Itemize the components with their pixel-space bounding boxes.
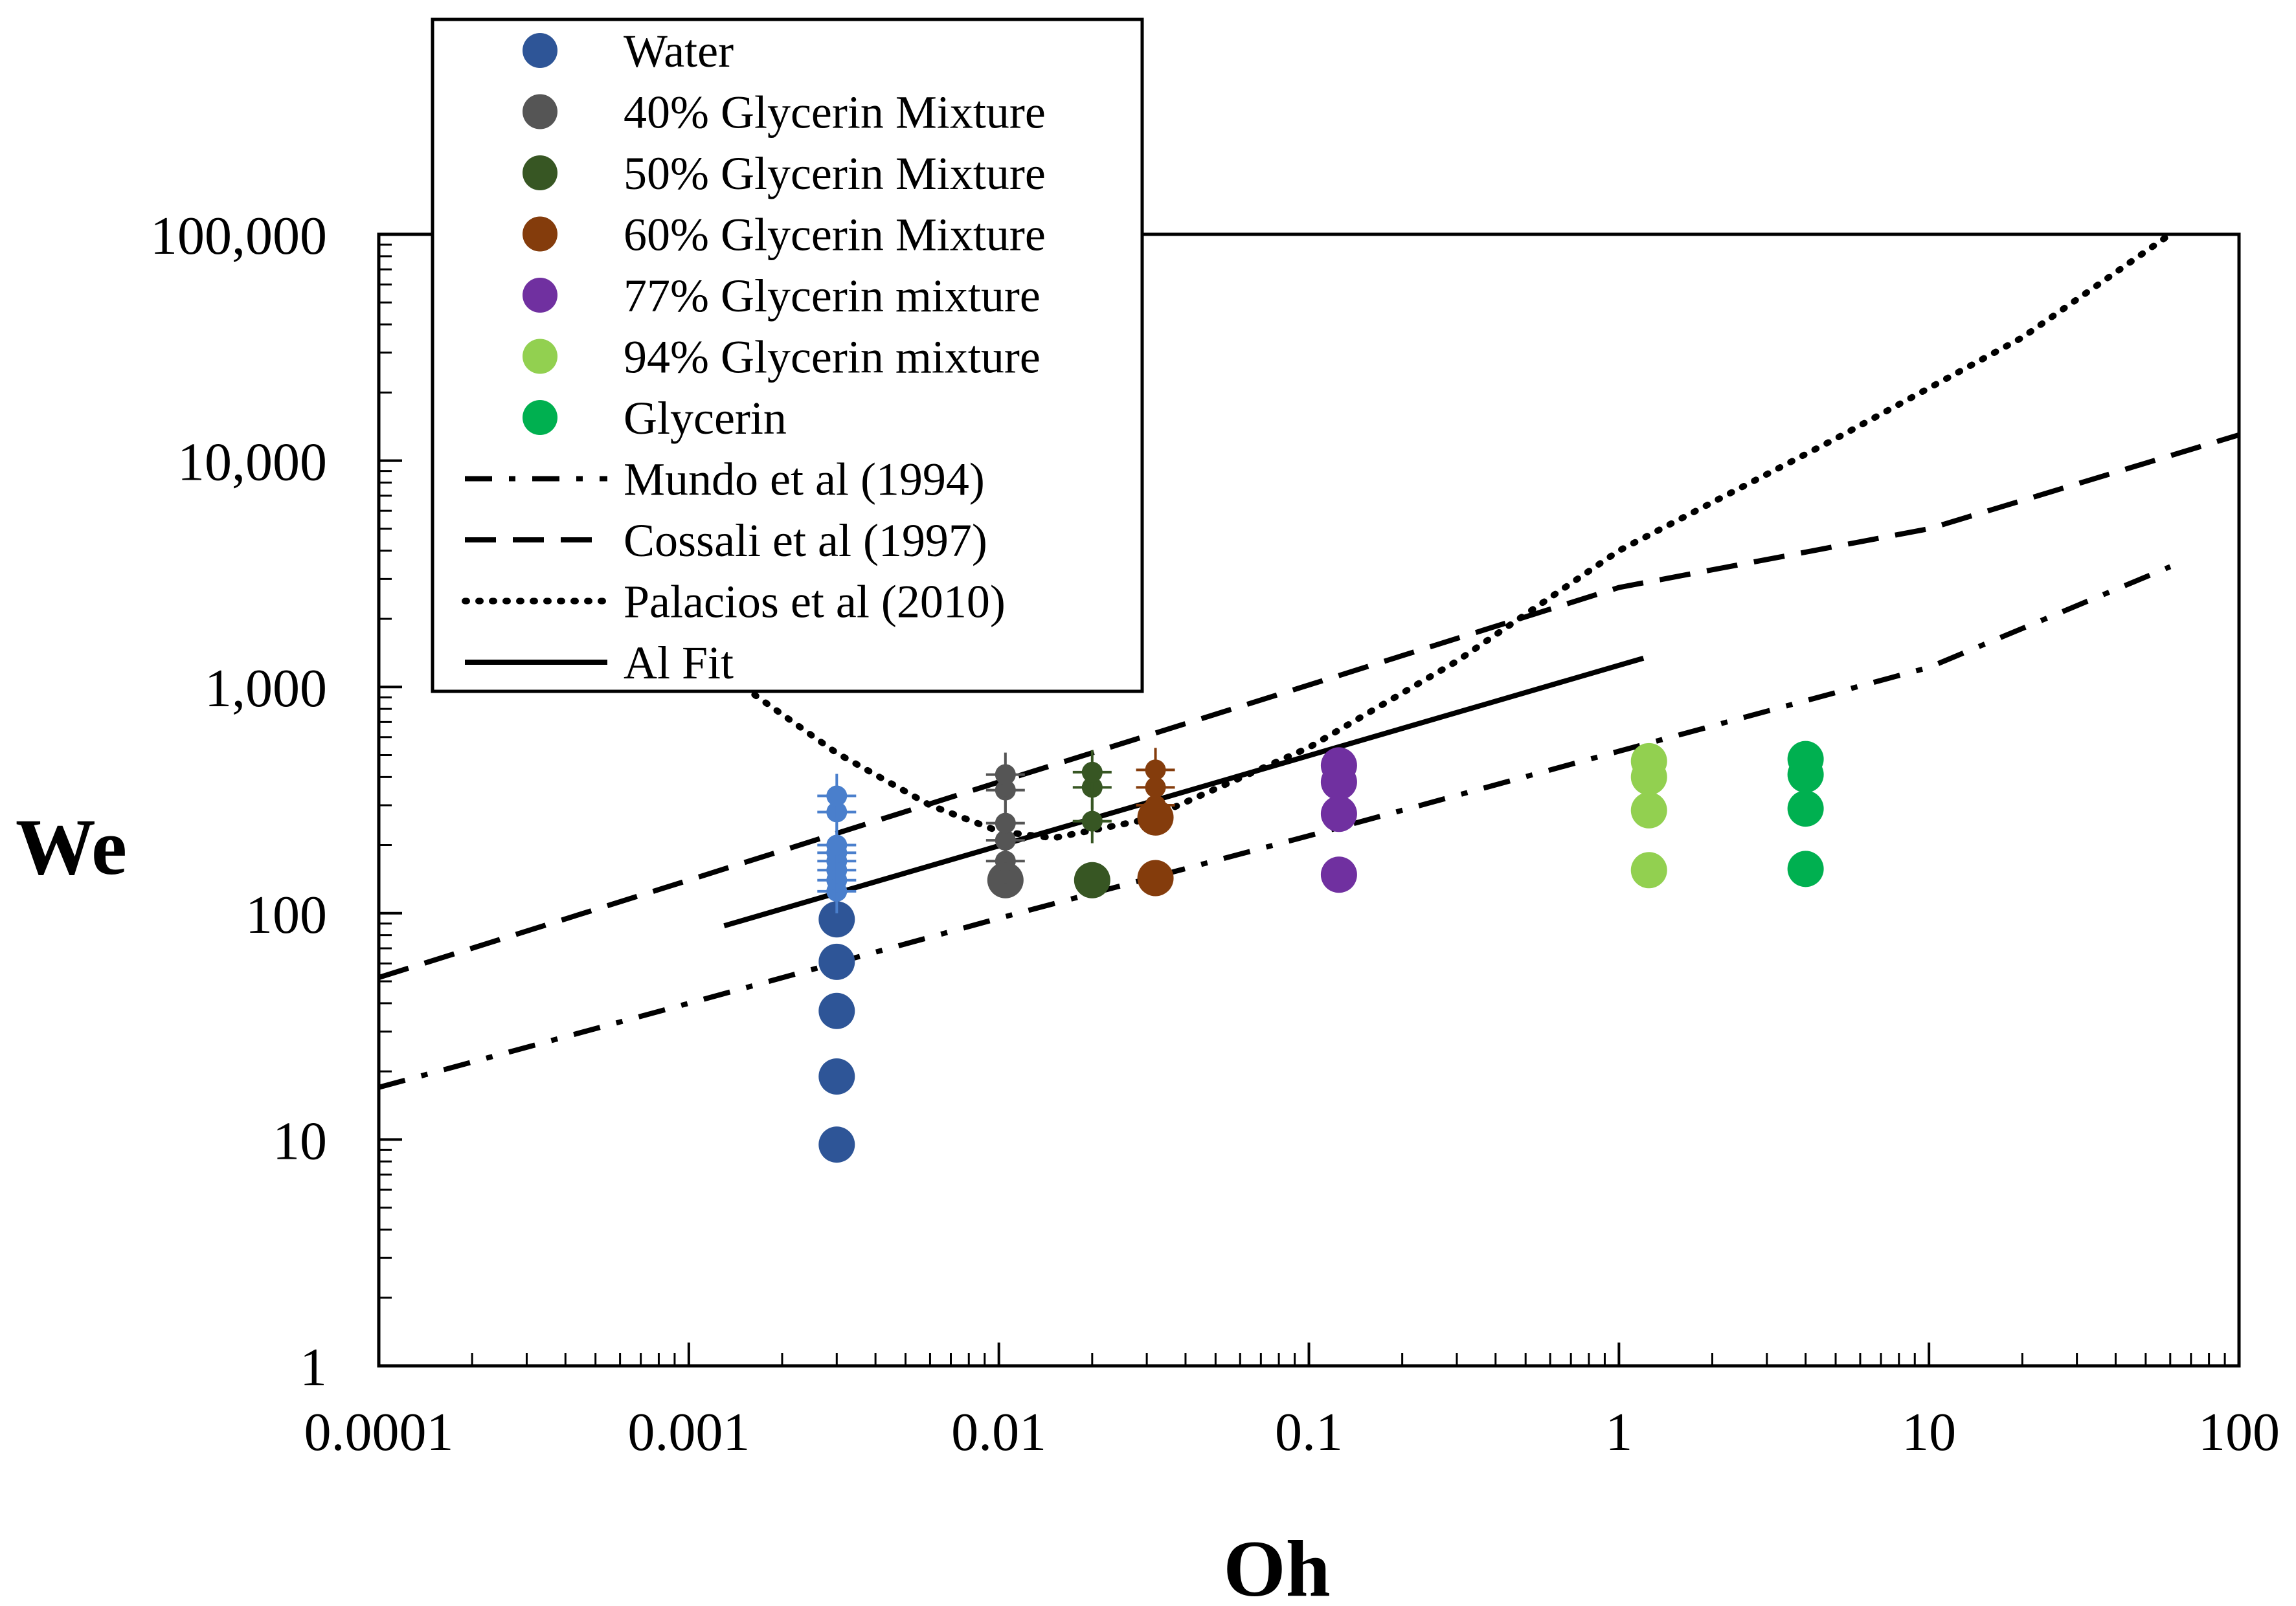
data-point <box>818 1126 855 1163</box>
legend-marker <box>523 216 557 252</box>
y-tick-label: 1 <box>300 1337 327 1398</box>
x-tick-label: 0.001 <box>627 1402 750 1462</box>
y-tick-label: 10,000 <box>177 432 327 493</box>
x-tick-label: 1 <box>1605 1402 1632 1462</box>
legend-marker <box>523 94 557 129</box>
data-point <box>1787 790 1824 827</box>
series-lines-layer <box>379 234 2239 1090</box>
x-tick-label: 0.01 <box>951 1402 1046 1462</box>
legend-label: Palacios et al (2010) <box>624 576 1006 628</box>
series-points-layer <box>817 741 1824 1163</box>
data-point-small <box>1081 810 1103 832</box>
legend-marker <box>523 33 557 68</box>
series-line-14 <box>723 655 1645 929</box>
x-tick-label: 100 <box>2198 1402 2280 1462</box>
axes-layer: 0.0001 0.001 0.01 0.1 1 10 100 1 10 100 1,000 10,00… <box>150 206 2280 1462</box>
data-point <box>1787 741 1824 777</box>
y-tick-label: 100,000 <box>150 206 327 266</box>
data-point-small <box>826 785 848 807</box>
legend-label: 94% Glycerin mixture <box>624 331 1041 383</box>
data-point-small <box>1145 759 1166 781</box>
data-point <box>1630 742 1667 779</box>
legend-marker <box>523 400 557 435</box>
data-point <box>1320 856 1357 893</box>
y-tick-label: 1,000 <box>205 658 327 719</box>
data-point <box>1137 860 1174 897</box>
legend-marker <box>523 155 557 190</box>
x-tick-label: 0.0001 <box>304 1402 454 1462</box>
y-tick-label: 10 <box>273 1111 327 1171</box>
legend-label: 40% Glycerin Mixture <box>624 87 1046 139</box>
data-point <box>1074 862 1110 898</box>
series-line-11 <box>379 564 2172 1090</box>
data-point <box>1630 852 1667 889</box>
legend-label: Mundo et al (1994) <box>624 454 985 506</box>
x-axis-title: Oh <box>1223 1524 1330 1606</box>
legend-label: Water <box>624 25 734 77</box>
data-point <box>1320 747 1357 784</box>
data-point <box>1630 792 1667 829</box>
x-tick-label: 0.1 <box>1275 1402 1343 1462</box>
data-point <box>818 901 855 938</box>
legend-label: 77% Glycerin mixture <box>624 270 1041 322</box>
data-point-small <box>826 834 848 856</box>
legend-label: 50% Glycerin Mixture <box>624 148 1046 199</box>
data-point-small <box>995 812 1016 834</box>
legend-marker <box>523 278 557 313</box>
legend: Water 40% Glycerin Mixture 50% Glycerin Mi… <box>431 17 1144 693</box>
data-point-small <box>1081 761 1103 783</box>
data-point <box>818 992 855 1029</box>
legend-marker <box>523 339 557 374</box>
legend-label: Glycerin <box>624 392 787 444</box>
data-point <box>818 1058 855 1095</box>
x-tick-label: 10 <box>1902 1402 1956 1462</box>
data-point-small <box>995 764 1016 785</box>
data-point <box>1787 851 1824 887</box>
data-point <box>1320 796 1357 832</box>
y-tick-label: 100 <box>245 885 327 945</box>
y-axis-title: We <box>16 803 127 891</box>
legend-label: Al Fit <box>624 637 734 689</box>
series-line-12 <box>379 432 2239 980</box>
data-point <box>818 943 855 980</box>
legend-label: 60% Glycerin Mixture <box>624 209 1046 261</box>
legend-label: Cossali et al (1997) <box>624 515 987 566</box>
series-line-13 <box>740 234 2174 842</box>
